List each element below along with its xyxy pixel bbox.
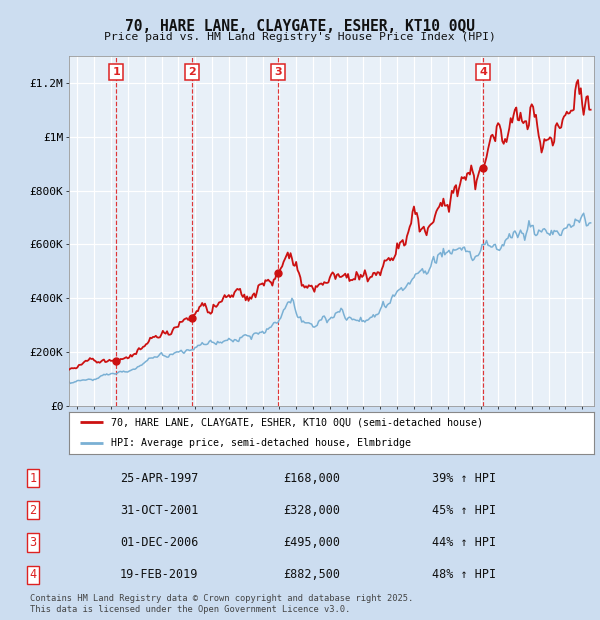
- Text: 3: 3: [274, 67, 282, 77]
- Text: 48% ↑ HPI: 48% ↑ HPI: [432, 569, 496, 581]
- Text: 1: 1: [113, 67, 121, 77]
- Text: 3: 3: [29, 536, 37, 549]
- Text: £882,500: £882,500: [284, 569, 341, 581]
- Text: 01-DEC-2006: 01-DEC-2006: [120, 536, 199, 549]
- Text: 4: 4: [29, 569, 37, 581]
- Text: 4: 4: [479, 67, 487, 77]
- Text: 31-OCT-2001: 31-OCT-2001: [120, 504, 199, 516]
- Text: 44% ↑ HPI: 44% ↑ HPI: [432, 536, 496, 549]
- Text: Contains HM Land Registry data © Crown copyright and database right 2025.
This d: Contains HM Land Registry data © Crown c…: [30, 595, 413, 614]
- Text: Price paid vs. HM Land Registry's House Price Index (HPI): Price paid vs. HM Land Registry's House …: [104, 32, 496, 42]
- Text: 25-APR-1997: 25-APR-1997: [120, 472, 199, 484]
- Text: 70, HARE LANE, CLAYGATE, ESHER, KT10 0QU: 70, HARE LANE, CLAYGATE, ESHER, KT10 0QU: [125, 19, 475, 34]
- Text: 2: 2: [188, 67, 196, 77]
- Text: 1: 1: [29, 472, 37, 484]
- Text: 45% ↑ HPI: 45% ↑ HPI: [432, 504, 496, 516]
- Text: 70, HARE LANE, CLAYGATE, ESHER, KT10 0QU (semi-detached house): 70, HARE LANE, CLAYGATE, ESHER, KT10 0QU…: [111, 417, 483, 427]
- Text: £495,000: £495,000: [284, 536, 341, 549]
- Text: HPI: Average price, semi-detached house, Elmbridge: HPI: Average price, semi-detached house,…: [111, 438, 411, 448]
- Text: 19-FEB-2019: 19-FEB-2019: [120, 569, 199, 581]
- Text: £168,000: £168,000: [284, 472, 341, 484]
- Text: 2: 2: [29, 504, 37, 516]
- Text: 39% ↑ HPI: 39% ↑ HPI: [432, 472, 496, 484]
- Text: £328,000: £328,000: [284, 504, 341, 516]
